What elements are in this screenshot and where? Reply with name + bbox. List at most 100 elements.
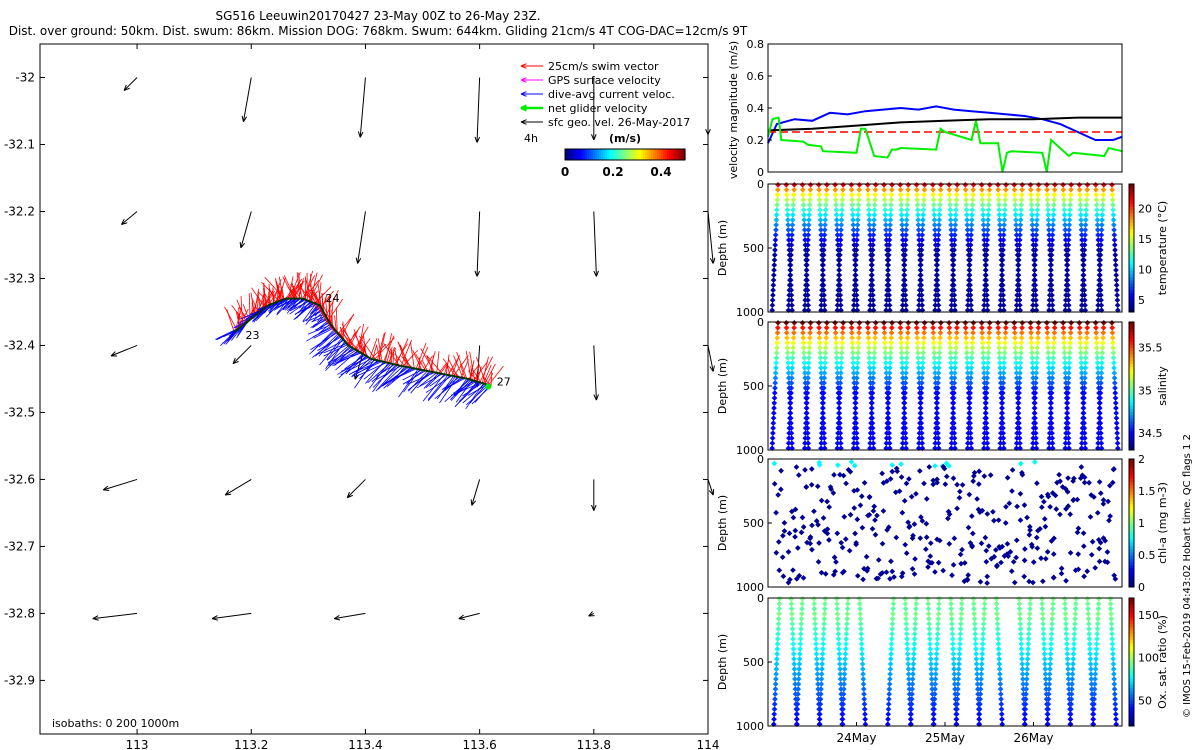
section-point bbox=[787, 272, 793, 278]
section-point bbox=[1051, 340, 1057, 346]
section-point bbox=[1049, 242, 1055, 248]
section-point bbox=[1049, 385, 1055, 391]
section-point bbox=[817, 696, 824, 702]
colorbar-segment bbox=[621, 149, 624, 160]
section-point bbox=[1048, 646, 1054, 652]
section-point bbox=[963, 191, 969, 198]
section-point bbox=[839, 334, 846, 341]
section-point bbox=[814, 661, 820, 667]
section-point bbox=[936, 222, 942, 228]
section-point bbox=[903, 365, 910, 371]
section-point bbox=[914, 202, 921, 208]
section-point bbox=[820, 631, 827, 637]
section-point bbox=[903, 370, 909, 376]
section-point bbox=[835, 287, 842, 293]
section-point bbox=[911, 571, 918, 577]
section-point bbox=[998, 701, 1005, 707]
section-point bbox=[834, 375, 841, 381]
section-point bbox=[840, 691, 847, 697]
swim-vector bbox=[410, 342, 415, 369]
section-point bbox=[898, 202, 905, 208]
section-point bbox=[1100, 334, 1106, 341]
section-point bbox=[936, 600, 942, 607]
section-point bbox=[916, 237, 922, 243]
section-point bbox=[832, 319, 838, 326]
section-point bbox=[851, 287, 858, 293]
section-point bbox=[867, 292, 874, 298]
section-point bbox=[1019, 656, 1025, 662]
swim-vector bbox=[482, 374, 491, 386]
section-point bbox=[852, 272, 859, 278]
glider-position-marker bbox=[485, 383, 492, 390]
section-point bbox=[1024, 514, 1030, 521]
section-colorbar-tick-label: 15 bbox=[1138, 233, 1152, 246]
section-point bbox=[933, 410, 940, 416]
section-point bbox=[1033, 232, 1040, 238]
section-point bbox=[930, 324, 936, 331]
section-point bbox=[921, 324, 928, 331]
section-point bbox=[1086, 479, 1092, 486]
section-point bbox=[1035, 334, 1041, 341]
section-point bbox=[980, 212, 986, 218]
section-point bbox=[953, 207, 959, 213]
section-point bbox=[948, 365, 955, 371]
section-point bbox=[983, 558, 990, 565]
section-point bbox=[837, 252, 843, 258]
section-point bbox=[842, 536, 849, 542]
section-point bbox=[849, 202, 856, 208]
section-point bbox=[837, 380, 844, 386]
section-point bbox=[886, 247, 892, 253]
section-colorbar-segment bbox=[1129, 257, 1134, 262]
geo-vector bbox=[123, 77, 138, 91]
section-point bbox=[1065, 440, 1072, 447]
section-point bbox=[1045, 217, 1052, 223]
section-point bbox=[1112, 252, 1119, 258]
section-point bbox=[1096, 415, 1103, 421]
section-point bbox=[1109, 329, 1116, 336]
section-point bbox=[899, 509, 906, 516]
section-point bbox=[1051, 191, 1058, 198]
section-point bbox=[882, 350, 889, 356]
swim-vector bbox=[261, 281, 280, 302]
section-point bbox=[994, 626, 1001, 632]
section-point bbox=[932, 681, 939, 687]
section-point bbox=[965, 420, 972, 426]
section-point bbox=[814, 483, 821, 490]
section-point bbox=[981, 237, 988, 243]
section-point bbox=[834, 440, 841, 447]
section-point bbox=[991, 517, 997, 524]
legend-duration-label: 4h bbox=[524, 132, 538, 145]
section-point bbox=[859, 656, 866, 662]
section-point bbox=[879, 540, 886, 547]
section-point bbox=[1085, 610, 1092, 617]
section-point bbox=[872, 319, 879, 326]
section-point bbox=[949, 425, 956, 431]
section-point bbox=[1029, 365, 1036, 371]
section-point bbox=[789, 232, 795, 238]
section-point bbox=[1031, 277, 1037, 283]
section-point bbox=[871, 340, 878, 346]
section-point bbox=[889, 462, 896, 468]
geo-vector bbox=[211, 612, 252, 621]
section-point bbox=[912, 556, 918, 562]
section-point bbox=[901, 395, 908, 401]
section-point bbox=[969, 542, 975, 549]
section-point bbox=[1064, 400, 1071, 406]
section-point bbox=[1046, 435, 1053, 442]
section-point bbox=[851, 375, 857, 381]
section-point bbox=[1077, 350, 1084, 356]
section-point bbox=[786, 530, 793, 537]
section-point bbox=[834, 370, 841, 376]
section-point bbox=[904, 651, 911, 657]
section-point bbox=[908, 711, 914, 718]
section-point bbox=[1016, 252, 1022, 258]
section-point bbox=[869, 525, 876, 532]
section-point bbox=[932, 440, 939, 447]
section-point bbox=[839, 345, 845, 351]
current-vector bbox=[334, 348, 354, 363]
section-point bbox=[889, 631, 895, 637]
section-point bbox=[905, 186, 911, 193]
section-point bbox=[902, 242, 909, 248]
swim-vector bbox=[473, 360, 489, 381]
section-point bbox=[842, 661, 848, 667]
